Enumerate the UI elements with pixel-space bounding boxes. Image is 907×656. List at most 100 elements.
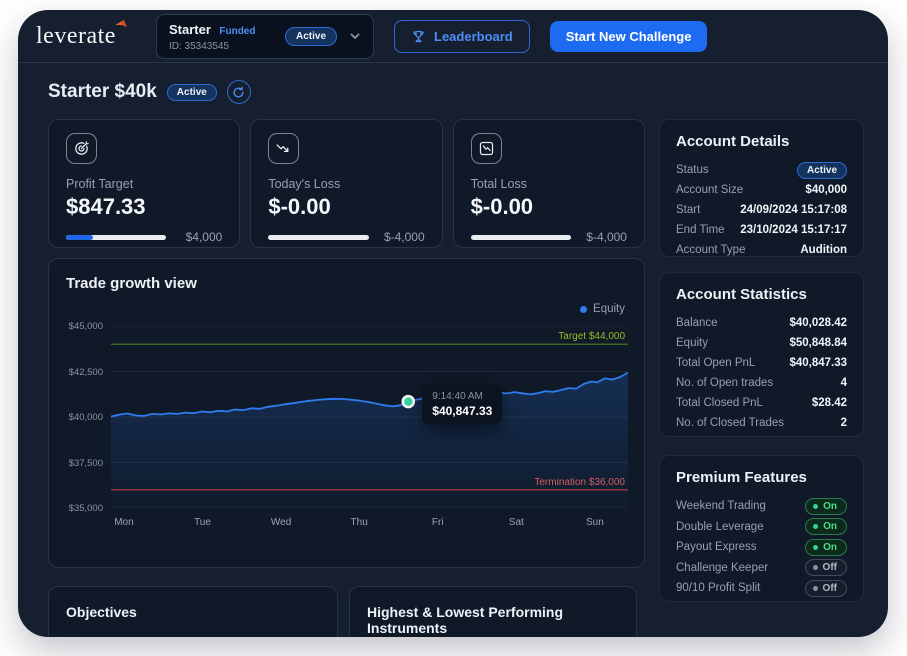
feature-row: Weekend Trading On (676, 496, 847, 517)
feature-toggle[interactable]: On (805, 518, 847, 535)
x-axis-label: Wed (259, 517, 303, 528)
logo-arrow-icon (114, 16, 130, 30)
instruments-card: Highest & Lowest Performing Instruments (349, 586, 637, 637)
feature-label: Payout Express (676, 541, 757, 553)
account-selector[interactable]: Starter Funded ID: 35343545 Active (156, 14, 374, 59)
toggle-dot-icon (813, 565, 818, 570)
account-details-title: Account Details (676, 133, 847, 150)
app-window: leverate Starter Funded ID: 35343545 Act… (18, 10, 888, 637)
toggle-dot-icon (813, 586, 818, 591)
progress-row: $-4,000 (471, 230, 627, 244)
row-value: $50,848.84 (789, 337, 847, 349)
stat-cards-row: Profit Target $847.33 $4,000 Today's Los… (48, 119, 645, 248)
account-tier: Funded (219, 26, 255, 37)
stat-label: Today's Loss (268, 177, 424, 191)
row-value: 2 (841, 417, 847, 429)
feature-row: 90/10 Profit Split Off (676, 578, 847, 599)
feature-label: Weekend Trading (676, 500, 766, 512)
detail-row: End Time 23/10/2024 15:17:17 (676, 220, 847, 240)
progress-row: $-4,000 (268, 230, 424, 244)
trend-down-icon (268, 133, 299, 164)
row-label: No. of Closed Trades (676, 417, 784, 429)
feature-toggle[interactable]: On (805, 539, 847, 556)
chart-down-icon (471, 133, 502, 164)
svg-text:Target $44,000: Target $44,000 (558, 331, 625, 342)
chart-title: Trade growth view (66, 275, 197, 292)
feature-toggle[interactable]: Off (805, 580, 847, 597)
objectives-title: Objectives (66, 604, 320, 620)
status-badge: Active (797, 162, 847, 179)
stat-row: Equity $50,848.84 (676, 333, 847, 353)
feature-row: Payout Express On (676, 537, 847, 558)
start-new-challenge-button[interactable]: Start New Challenge (550, 21, 708, 52)
x-axis-label: Sat (494, 517, 538, 528)
feature-label: Double Leverage (676, 521, 764, 533)
row-label: Account Size (676, 184, 743, 196)
chart-legend: Equity (580, 303, 625, 315)
equity-chart-plot[interactable]: Target $44,000Termination $36,000 (111, 326, 628, 508)
logo-text: leverate (36, 23, 116, 50)
progress-bar (268, 235, 368, 240)
equity-legend-label: Equity (593, 303, 625, 315)
stat-value: $-0.00 (471, 194, 627, 220)
row-value: $40,847.33 (789, 357, 847, 369)
account-statistics-title: Account Statistics (676, 286, 847, 303)
row-value: 24/09/2024 15:17:08 (740, 204, 847, 216)
row-value: $40,028.42 (789, 317, 847, 329)
feature-toggle[interactable]: Off (805, 559, 847, 576)
stat-value: $847.33 (66, 194, 222, 220)
progress-limit: $4,000 (174, 230, 222, 244)
toggle-state: On (823, 521, 837, 532)
toggle-state: Off (823, 562, 837, 573)
y-axis-label: $35,000 (51, 503, 103, 514)
feature-row: Challenge Keeper Off (676, 558, 847, 579)
row-value: 23/10/2024 15:17:17 (740, 224, 847, 236)
premium-features-panel: Premium Features Weekend Trading On Doub… (659, 455, 864, 602)
row-value: $40,000 (805, 184, 847, 196)
leaderboard-button[interactable]: Leaderboard (394, 20, 530, 53)
left-column: Profit Target $847.33 $4,000 Today's Los… (48, 119, 645, 637)
account-selector-info: Starter Funded ID: 35343545 (169, 21, 273, 52)
instruments-title: Highest & Lowest Performing Instruments (367, 604, 619, 636)
account-details-panel: Account Details Status Active Account Si… (659, 119, 864, 257)
equity-legend-dot-icon (580, 306, 587, 313)
stat-label: Total Loss (471, 177, 627, 191)
row-label: Balance (676, 317, 718, 329)
detail-row: Status Active (676, 160, 847, 180)
page-title: Starter $40k (48, 81, 157, 103)
stat-value: $-0.00 (268, 194, 424, 220)
stat-row: Total Closed PnL $28.42 (676, 393, 847, 413)
row-label: Start (676, 204, 700, 216)
bottom-row: Objectives Highest & Lowest Performing I… (48, 586, 645, 637)
row-label: No. of Open trades (676, 377, 773, 389)
refresh-button[interactable] (227, 80, 251, 104)
todays-loss-card: Today's Loss $-0.00 $-4,000 (250, 119, 442, 248)
toggle-state: On (823, 542, 837, 553)
tooltip-time: 9:14:40 AM (432, 391, 492, 402)
stat-row: Total Open PnL $40,847.33 (676, 353, 847, 373)
tooltip-value: $40,847.33 (432, 404, 492, 418)
x-axis-label: Mon (102, 517, 146, 528)
progress-bar (471, 235, 571, 240)
stat-row: No. of Closed Trades 2 (676, 413, 847, 433)
main-content: Starter $40k Active Profit Target $847.3… (18, 63, 888, 637)
detail-row: Account Type Audition (676, 240, 847, 260)
row-label: Status (676, 164, 709, 176)
toggle-dot-icon (813, 504, 818, 509)
row-label: End Time (676, 224, 725, 236)
stat-label: Profit Target (66, 177, 222, 191)
account-name: Starter (169, 22, 211, 37)
row-value: Audition (800, 244, 847, 256)
progress-limit: $-4,000 (579, 230, 627, 244)
page-status-badge: Active (167, 84, 217, 101)
logo: leverate (36, 23, 136, 50)
progress-bar (66, 235, 166, 240)
row-label: Total Closed PnL (676, 397, 763, 409)
detail-row: Start 24/09/2024 15:17:08 (676, 200, 847, 220)
toggle-state: On (823, 501, 837, 512)
feature-label: Challenge Keeper (676, 562, 768, 574)
detail-row: Account Size $40,000 (676, 180, 847, 200)
chevron-down-icon[interactable] (349, 30, 361, 42)
feature-toggle[interactable]: On (805, 498, 847, 515)
row-label: Account Type (676, 244, 745, 256)
